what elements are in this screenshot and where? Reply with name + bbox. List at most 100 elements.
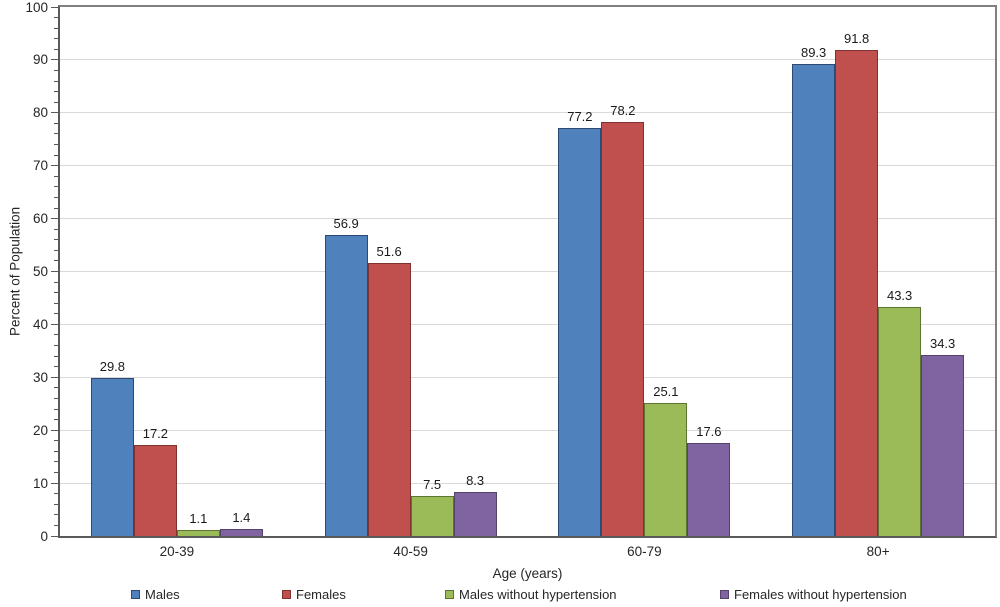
- legend-swatch-females-without-hypertension: [720, 590, 729, 599]
- y-minor-tick: [54, 207, 58, 209]
- legend-item-females-without-hypertension: Females without hypertension: [720, 587, 907, 602]
- plot-area: 29.8 56.9 77.2 89.3 17.2 51.6 78.2 91.8 1.1 7.5 25…: [58, 5, 997, 538]
- y-major-tick: [51, 323, 58, 325]
- x-tick-label: 80+: [866, 544, 890, 559]
- y-major-tick: [51, 218, 58, 220]
- legend-item-males-without-hypertension: Males without hypertension: [445, 587, 617, 602]
- y-major-tick: [51, 112, 58, 114]
- gridline: [60, 112, 995, 114]
- bar-females-without-hypertension-80: [921, 355, 965, 536]
- y-major-tick: [51, 165, 58, 167]
- bar-value-label: 17.6: [696, 424, 722, 439]
- y-minor-tick: [54, 38, 58, 40]
- y-minor-tick: [54, 239, 58, 241]
- y-minor-tick: [54, 408, 58, 410]
- legend-label: Males without hypertension: [459, 587, 617, 602]
- bar-value-label: 7.5: [423, 477, 442, 492]
- y-minor-tick: [54, 122, 58, 124]
- bar-females-without-hypertension-20-39: [219, 529, 263, 536]
- bar-females-60-79: [601, 122, 645, 536]
- x-tick-label: 20-39: [159, 544, 195, 559]
- y-minor-tick: [54, 302, 58, 304]
- bar-males-without-hypertension-40-59: [410, 496, 454, 536]
- y-minor-tick: [54, 313, 58, 315]
- legend-swatch-females: [282, 590, 291, 599]
- bar-females-20-39: [133, 445, 177, 536]
- y-major-tick: [51, 429, 58, 431]
- y-minor-tick: [54, 154, 58, 156]
- y-tick-label: 80: [32, 105, 48, 121]
- bar-value-label: 34.3: [929, 336, 956, 351]
- y-major-tick: [51, 482, 58, 484]
- y-minor-tick: [54, 472, 58, 474]
- y-tick-label: 10: [32, 475, 48, 491]
- y-tick-label: 90: [32, 52, 48, 68]
- bar-value-label: 1.1: [189, 511, 208, 526]
- bar-males-without-hypertension-80: [878, 307, 922, 536]
- y-minor-tick: [54, 228, 58, 230]
- legend-label: Females: [296, 587, 346, 602]
- y-minor-tick: [54, 260, 58, 262]
- bar-females-without-hypertension-40-59: [453, 492, 497, 536]
- y-minor-tick: [54, 461, 58, 463]
- y-minor-tick: [54, 387, 58, 389]
- y-minor-tick: [54, 17, 58, 19]
- gridline: [60, 323, 995, 325]
- gridline: [60, 59, 995, 61]
- y-major-tick: [51, 6, 58, 8]
- y-minor-tick: [54, 69, 58, 71]
- bar-value-label: 51.6: [376, 244, 402, 259]
- y-minor-tick: [54, 440, 58, 442]
- bar-males-without-hypertension-60-79: [644, 403, 688, 536]
- y-minor-tick: [54, 355, 58, 357]
- bar-value-label: 89.3: [800, 45, 827, 60]
- legend-swatch-males-without-hypertension: [445, 590, 454, 599]
- y-tick-label: 0: [40, 528, 48, 544]
- bar-value-label: 29.8: [99, 359, 126, 374]
- bar-value-label: 77.2: [567, 109, 593, 124]
- gridline: [60, 376, 995, 378]
- y-minor-tick: [54, 80, 58, 82]
- legend-swatch-males: [131, 590, 140, 599]
- y-tick-label: 50: [32, 264, 48, 279]
- bar-males-20-39: [90, 378, 134, 536]
- x-tick-label: 40-59: [393, 544, 428, 559]
- y-major-tick: [51, 271, 58, 272]
- bar-value-label: 91.8: [843, 31, 870, 46]
- y-minor-tick: [54, 281, 58, 283]
- bar-value-label: 8.3: [466, 473, 485, 488]
- x-tick-label: 60-79: [627, 544, 662, 559]
- y-minor-tick: [54, 450, 58, 452]
- y-tick-label: 30: [32, 369, 48, 385]
- y-minor-tick: [54, 292, 58, 294]
- y-tick-label: 20: [32, 422, 48, 438]
- y-minor-tick: [54, 27, 58, 29]
- bar-males-60-79: [558, 128, 602, 536]
- bar-value-label: 17.2: [142, 426, 169, 441]
- y-minor-tick: [54, 133, 58, 135]
- y-minor-tick: [54, 249, 58, 251]
- y-major-tick: [51, 535, 58, 537]
- legend-label: Males: [145, 587, 180, 602]
- y-tick-label: 100: [25, 0, 48, 15]
- y-minor-tick: [54, 196, 58, 198]
- y-major-tick: [51, 376, 58, 378]
- y-minor-tick: [54, 366, 58, 368]
- y-minor-tick: [54, 397, 58, 399]
- y-minor-tick: [54, 101, 58, 103]
- legend-label: Females without hypertension: [734, 587, 907, 602]
- gridline: [60, 218, 995, 220]
- x-axis-title: Age (years): [492, 566, 563, 581]
- y-minor-tick: [54, 175, 58, 177]
- bar-value-label: 25.1: [653, 384, 679, 399]
- gridline: [60, 429, 995, 431]
- y-minor-tick: [54, 345, 58, 347]
- bar-males-without-hypertension-20-39: [176, 530, 220, 536]
- bar-females-40-59: [367, 263, 411, 536]
- y-minor-tick: [54, 524, 58, 526]
- bar-females-without-hypertension-60-79: [687, 443, 731, 536]
- bar-males-40-59: [324, 235, 368, 536]
- y-minor-tick: [54, 503, 58, 505]
- y-tick-label: 70: [32, 158, 48, 174]
